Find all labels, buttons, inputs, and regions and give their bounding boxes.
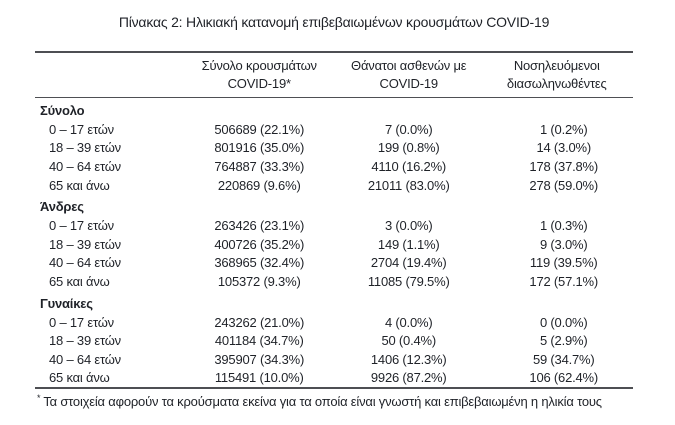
- intubated-value: 119 (39.5%): [529, 255, 598, 271]
- deaths-value: 1406 (12.3%): [370, 351, 447, 367]
- section-name: Σύνολο: [40, 103, 85, 118]
- table-body: Σύνολο 0 – 17 ετών 506689 (22.1%) 7 (0.0%) 1…: [35, 98, 633, 389]
- intubated-value: 0 (0.0%): [539, 314, 588, 330]
- total-cases-value: 506689 (22.1%): [214, 121, 305, 137]
- header-total-cases-line1: Σύνολο κρουσμάτων: [201, 58, 317, 73]
- age-group-label: 18 – 39 ετών: [49, 236, 121, 252]
- table-row: 0 – 17 ετών 263426 (23.1%) 3 (0.0%) 1 (0.3%…: [35, 216, 633, 235]
- intubated-value: 59 (34.7%): [532, 351, 595, 367]
- deaths-value: 2704 (19.4%): [370, 255, 447, 271]
- section-name: Γυναίκες: [40, 295, 93, 311]
- age-group-label: 65 και άνω: [49, 177, 110, 193]
- table-row: 18 – 39 ετών 401184 (34.7%) 50 (0.4%) 5 (2.…: [35, 331, 633, 350]
- table-row: 18 – 39 ετών 801916 (35.0%) 199 (0.8%) 14 (…: [35, 139, 633, 158]
- table-row: 40 – 64 ετών 395907 (34.3%) 1406 (12.3%) 59…: [35, 350, 633, 369]
- covid-age-distribution-table: Σύνολο κρουσμάτων COVID-19* Θάνατοι ασθε…: [35, 51, 633, 390]
- header-deaths-line2: COVID-19: [379, 76, 439, 91]
- age-group-label: 18 – 39 ετών: [49, 140, 121, 156]
- intubated-value: 172 (57.1%): [529, 273, 599, 289]
- deaths-value: 7 (0.0%): [384, 121, 433, 137]
- age-group-label: 40 – 64 ετών: [49, 255, 121, 271]
- footnote: * Τα στοιχεία αφορούν τα κρούσματα εκείνα…: [35, 392, 633, 410]
- intubated-value: 9 (3.0%): [539, 236, 588, 252]
- intubated-value: 14 (3.0%): [536, 140, 592, 156]
- total-cases-value: 801916 (35.0%): [214, 140, 305, 156]
- age-group-label: 0 – 17 ετών: [49, 314, 114, 330]
- deaths-value: 149 (1.1%): [377, 236, 440, 252]
- total-cases-value: 368965 (32.4%): [214, 255, 305, 271]
- table-container: Πίνακας 2: Ηλικιακή κατανομή επιβεβαιωμέ…: [35, 0, 633, 409]
- table-row: 40 – 64 ετών 764887 (33.3%) 4110 (16.2%) 17…: [35, 157, 633, 176]
- table-row: 0 – 17 ετών 506689 (22.1%) 7 (0.0%) 1 (0.2%…: [35, 120, 633, 139]
- age-group-label: 18 – 39 ετών: [49, 333, 121, 349]
- header-intubated: Νοσηλευόμενοι διασωληνωθέντες: [480, 52, 633, 98]
- deaths-value: 9926 (87.2%): [370, 370, 447, 386]
- section-name: Άνδρες: [40, 199, 84, 215]
- table-row: 18 – 39 ετών 400726 (35.2%) 149 (1.1%) 9 (3…: [35, 235, 633, 254]
- header-total-cases-line2: COVID-19*: [227, 76, 291, 91]
- intubated-value: 178 (37.8%): [529, 158, 599, 174]
- section-header-row: Γυναίκες: [35, 291, 633, 313]
- deaths-value: 4110 (16.2%): [371, 158, 447, 174]
- total-cases-value: 220869 (9.6%): [217, 177, 301, 193]
- age-group-label: 40 – 64 ετών: [49, 158, 121, 174]
- age-group-label: 65 και άνω: [49, 273, 110, 289]
- deaths-value: 21011 (83.0%): [367, 177, 450, 193]
- intubated-value: 1 (0.2%): [539, 121, 588, 137]
- total-cases-value: 105372 (9.3%): [217, 273, 301, 289]
- header-total-cases: Σύνολο κρουσμάτων COVID-19*: [181, 52, 337, 98]
- header-intubated-line1: Νοσηλευόμενοι: [513, 58, 600, 73]
- deaths-value: 11085 (79.5%): [367, 273, 450, 289]
- footnote-text: Τα στοιχεία αφορούν τα κρούσματα εκείνα …: [43, 394, 602, 410]
- total-cases-value: 401184 (34.7%): [214, 333, 304, 349]
- total-cases-value: 115491 (10.0%): [214, 370, 304, 386]
- table-row: 65 και άνω 105372 (9.3%) 11085 (79.5%) 172 …: [35, 272, 633, 291]
- intubated-value: 5 (2.9%): [539, 333, 588, 349]
- table-header: Σύνολο κρουσμάτων COVID-19* Θάνατοι ασθε…: [35, 52, 633, 98]
- intubated-value: 106 (62.4%): [529, 370, 599, 386]
- header-empty: [35, 52, 182, 98]
- section-header-row: Άνδρες: [35, 194, 633, 216]
- total-cases-value: 400726 (35.2%): [214, 236, 305, 252]
- deaths-value: 3 (0.0%): [384, 218, 433, 234]
- deaths-value: 199 (0.8%): [377, 140, 440, 156]
- age-group-label: 65 και άνω: [49, 370, 110, 386]
- header-row: Σύνολο κρουσμάτων COVID-19* Θάνατοι ασθε…: [35, 52, 633, 98]
- table-row: 40 – 64 ετών 368965 (32.4%) 2704 (19.4%) 11…: [35, 254, 633, 273]
- deaths-value: 50 (0.4%): [381, 333, 436, 349]
- table-title: Πίνακας 2: Ηλικιακή κατανομή επιβεβαιωμέ…: [118, 14, 550, 30]
- section-header-row: Σύνολο: [35, 98, 633, 121]
- table-row: 65 και άνω 220869 (9.6%) 21011 (83.0%) 278 …: [35, 176, 633, 195]
- deaths-value: 4 (0.0%): [384, 314, 433, 330]
- total-cases-value: 243262 (21.0%): [214, 314, 305, 330]
- total-cases-value: 764887 (33.3%): [214, 158, 305, 174]
- footnote-marker: *: [37, 392, 41, 403]
- intubated-value: 278 (59.0%): [529, 177, 599, 193]
- table-row: 65 και άνω 115491 (10.0%) 9926 (87.2%) 106 …: [35, 369, 633, 389]
- intubated-value: 1 (0.3%): [539, 218, 588, 234]
- age-group-label: 0 – 17 ετών: [49, 218, 114, 234]
- header-deaths-line1: Θάνατοι ασθενών με: [351, 58, 467, 73]
- age-group-label: 0 – 17 ετών: [49, 121, 114, 137]
- total-cases-value: 395907 (34.3%): [214, 351, 305, 367]
- header-deaths: Θάνατοι ασθενών με COVID-19: [336, 52, 481, 98]
- total-cases-value: 263426 (23.1%): [214, 218, 305, 234]
- table-row: 0 – 17 ετών 243262 (21.0%) 4 (0.0%) 0 (0.0%…: [35, 313, 633, 332]
- age-group-label: 40 – 64 ετών: [49, 351, 121, 367]
- header-intubated-line2: διασωληνωθέντες: [506, 76, 607, 91]
